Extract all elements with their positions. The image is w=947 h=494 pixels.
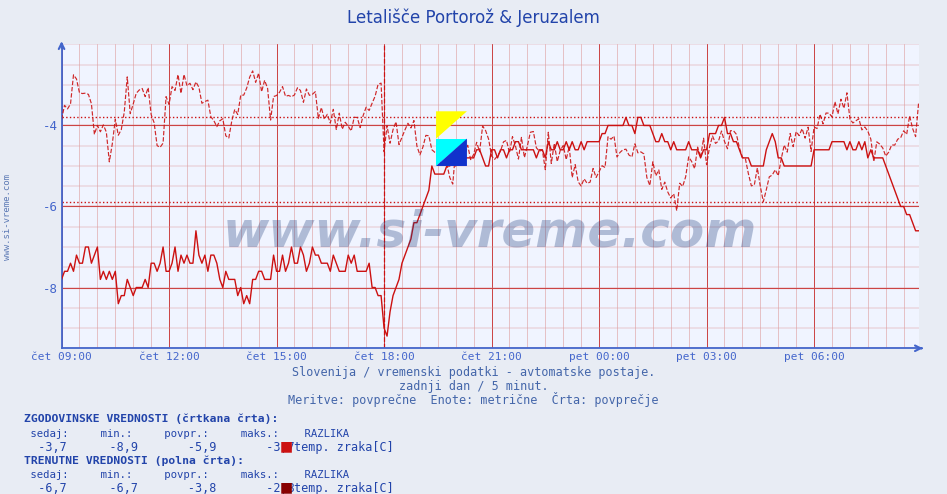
Text: -3,7      -8,9       -5,9       -3,7: -3,7 -8,9 -5,9 -3,7 bbox=[24, 441, 295, 453]
Text: -6,7      -6,7       -3,8       -2,8: -6,7 -6,7 -3,8 -2,8 bbox=[24, 482, 295, 494]
Text: ZGODOVINSKE VREDNOSTI (črtkana črta):: ZGODOVINSKE VREDNOSTI (črtkana črta): bbox=[24, 414, 278, 424]
Text: Letališče Portorož & Jeruzalem: Letališče Portorož & Jeruzalem bbox=[347, 8, 600, 27]
Text: ■: ■ bbox=[279, 440, 293, 453]
Text: www.si-vreme.com: www.si-vreme.com bbox=[223, 209, 758, 257]
Text: temp. zraka[C]: temp. zraka[C] bbox=[294, 482, 393, 494]
Text: www.si-vreme.com: www.si-vreme.com bbox=[3, 174, 12, 260]
Polygon shape bbox=[436, 139, 467, 166]
Text: zadnji dan / 5 minut.: zadnji dan / 5 minut. bbox=[399, 380, 548, 393]
Text: TRENUTNE VREDNOSTI (polna črta):: TRENUTNE VREDNOSTI (polna črta): bbox=[24, 456, 243, 466]
Polygon shape bbox=[436, 111, 467, 139]
Text: sedaj:     min.:     povpr.:     maks.:    RAZLIKA: sedaj: min.: povpr.: maks.: RAZLIKA bbox=[24, 429, 348, 439]
Polygon shape bbox=[436, 139, 467, 166]
Text: temp. zraka[C]: temp. zraka[C] bbox=[294, 441, 393, 453]
Text: ■: ■ bbox=[279, 481, 293, 494]
Text: Slovenija / vremenski podatki - avtomatske postaje.: Slovenija / vremenski podatki - avtomats… bbox=[292, 367, 655, 379]
Text: Meritve: povprečne  Enote: metrične  Črta: povprečje: Meritve: povprečne Enote: metrične Črta:… bbox=[288, 392, 659, 407]
Text: sedaj:     min.:     povpr.:     maks.:    RAZLIKA: sedaj: min.: povpr.: maks.: RAZLIKA bbox=[24, 470, 348, 480]
